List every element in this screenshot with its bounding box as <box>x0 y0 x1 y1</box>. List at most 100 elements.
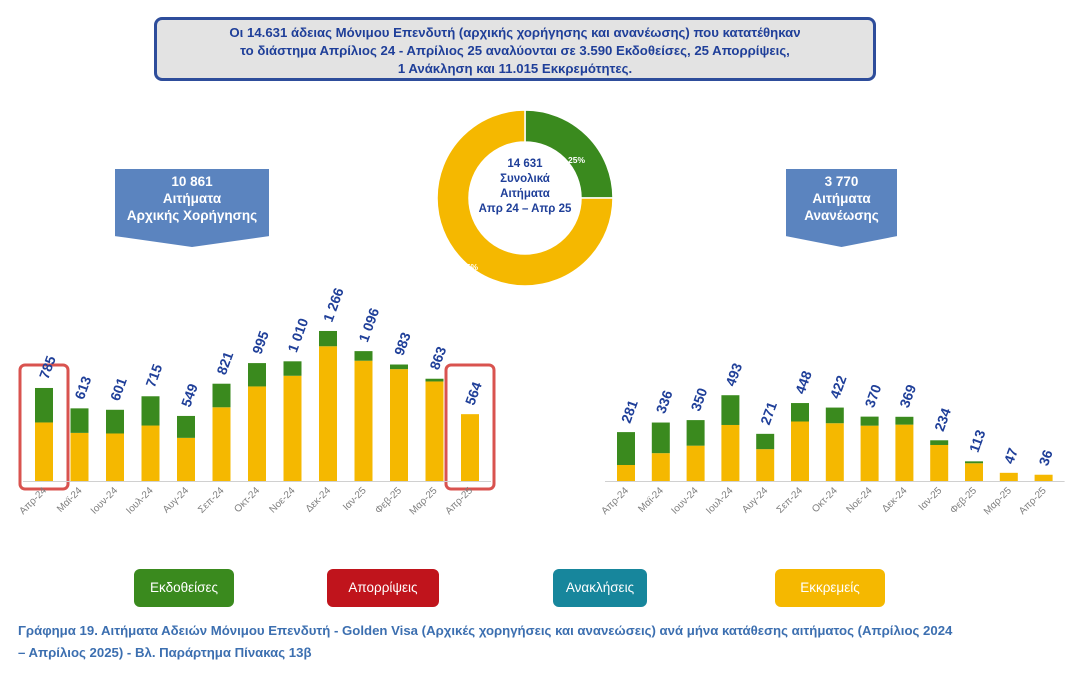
legend-pending: Εκκρεμείς <box>775 569 885 607</box>
headline-line-3: 1 Ανάκληση και 11.015 Εκκρεμότητες. <box>397 61 633 76</box>
initial-category-label: Οκτ-24 <box>232 485 262 515</box>
renewal-bar-pending <box>1034 474 1053 481</box>
renewal-bar-pending <box>895 424 914 481</box>
initial-bar-pending <box>425 381 444 481</box>
initial-bar-issued <box>354 351 373 361</box>
initial-bar-issued <box>70 408 89 433</box>
initial-category-label: Μαρ-25 <box>408 485 440 517</box>
renewal-bar-pending <box>686 445 705 481</box>
initial-category-label: Φεβ-25 <box>373 485 404 516</box>
donut-total-line-2: Συνολικά <box>500 173 550 185</box>
renewal-bar-pending <box>617 464 635 481</box>
donut-total-value: 14 631 <box>507 158 543 170</box>
initial-bar-pending <box>106 433 124 481</box>
headline-line-2: το διάστημα Απρίλιος 24 - Απρίλιος 25 αν… <box>240 43 790 58</box>
initial-bar-pending <box>177 437 195 481</box>
initial-total-label: 821 <box>213 349 236 377</box>
renewal-total-label: 271 <box>757 399 780 427</box>
initial-bar-pending <box>390 369 408 481</box>
initial-total-label: 1 266 <box>320 285 347 324</box>
renewal-category-label: Ιαν-25 <box>917 485 945 513</box>
renewal-requests-value: 3 770 <box>824 174 859 189</box>
initial-bar-issued <box>283 361 302 376</box>
renewal-category-label: Σεπ-24 <box>775 485 806 516</box>
initial-bar-pending <box>248 386 266 481</box>
renewal-bar-issued <box>965 461 983 464</box>
renewal-total-label: 370 <box>861 382 884 410</box>
renewal-total-label: 47 <box>1001 446 1021 466</box>
renewal-bar-pending <box>860 425 879 481</box>
renewal-category-label: Δεκ-24 <box>880 485 910 515</box>
initial-total-label: 715 <box>142 362 165 390</box>
renewal-bar-issued <box>721 395 740 425</box>
initial-total-label: 613 <box>71 374 94 402</box>
renewal-category-label: Οκτ-24 <box>810 485 840 515</box>
donut-issued-percent: 25% <box>568 155 586 165</box>
renewal-bar-issued <box>825 407 844 424</box>
renewal-requests-callout: 3 770 Αιτήματα Ανανέωσης <box>786 169 897 247</box>
initial-bar-pending <box>141 425 160 481</box>
renewal-bar-pending <box>791 421 809 481</box>
donut-pending-percent: 75% <box>461 262 479 272</box>
initial-requests-line-2: Αρχικής Χορήγησης <box>126 208 258 223</box>
donut-center-label: 14 631 Συνολικά Αιτήματα Απρ 24 – Απρ 25 <box>470 157 580 217</box>
renewal-category-label: Απρ-25 <box>1017 485 1049 517</box>
renewal-category-label: Ιουλ-24 <box>704 485 736 517</box>
renewal-total-label: 350 <box>687 386 710 414</box>
initial-category-label: Σεπ-24 <box>196 485 227 516</box>
initial-total-label: 983 <box>391 330 414 358</box>
initial-category-label: Ιαν-25 <box>341 485 369 513</box>
initial-total-label: 995 <box>249 328 272 356</box>
initial-total-label: 549 <box>178 381 201 409</box>
initial-requests-callout: 10 861 Αιτήματα Αρχικής Χορήγησης <box>115 169 269 247</box>
initial-bar-issued <box>248 363 266 387</box>
initial-bar-issued <box>319 330 337 347</box>
initial-category-label: Νοε-24 <box>267 485 297 515</box>
renewal-requests-line-1: Αιτήματα <box>812 191 871 206</box>
initial-requests-value: 10 861 <box>171 174 213 189</box>
initial-bar-issued <box>212 383 231 408</box>
renewal-bar-issued <box>860 416 879 426</box>
initial-requests-line-1: Αιτήματα <box>162 191 222 206</box>
renewal-bar-pending <box>999 472 1018 481</box>
initial-total-label: 601 <box>107 375 130 403</box>
initial-bar-issued <box>106 409 124 434</box>
highlight-box <box>18 363 70 491</box>
renewal-bar-issued <box>791 403 809 422</box>
donut-slice <box>436 109 614 287</box>
renewal-category-label: Μαϊ-24 <box>636 485 666 515</box>
initial-bar-pending <box>70 432 89 481</box>
renewal-total-label: 422 <box>827 373 850 401</box>
renewal-total-label: 281 <box>618 398 641 426</box>
initial-bar-pending <box>319 346 337 481</box>
headline-line-1: Οι 14.631 άδειας Μόνιμου Επενδυτή (αρχικ… <box>229 25 801 40</box>
legend-rejected: Απορρίψεις <box>327 569 439 607</box>
donut-total-line-3: Αιτήματα <box>500 188 550 200</box>
initial-total-label: 1 096 <box>355 306 382 345</box>
renewal-bar-issued <box>651 422 670 454</box>
renewal-total-label: 36 <box>1035 447 1055 467</box>
caption-line-1: Γράφημα 19. Αιτήματα Αδειών Μόνιμου Επεν… <box>18 623 953 638</box>
renewal-category-label: Μαρ-25 <box>982 485 1014 517</box>
initial-bar-issued <box>177 415 195 438</box>
initial-category-label: Δεκ-24 <box>304 485 334 515</box>
initial-total-label: 1 010 <box>284 316 311 355</box>
caption-line-2: – Απρίλιος 2025) - Βλ. Παράρτημα Πίνακας… <box>18 645 312 660</box>
initial-total-label: 564 <box>462 380 485 408</box>
initial-bar-issued <box>425 378 444 382</box>
figure-caption: Γράφημα 19. Αιτήματα Αδειών Μόνιμου Επεν… <box>18 620 1068 664</box>
initial-category-label: Ιουλ-24 <box>124 485 156 517</box>
initial-bar-issued <box>390 364 408 370</box>
renewal-bar-issued <box>617 432 635 465</box>
renewal-bar-issued <box>756 433 775 450</box>
initial-bar-pending <box>283 375 302 481</box>
renewal-category-label: Αυγ-24 <box>740 485 770 515</box>
renewal-bar-pending <box>930 444 949 481</box>
renewal-bar-issued <box>686 420 705 446</box>
initial-total-label: 863 <box>426 344 449 372</box>
renewal-total-label: 336 <box>653 388 676 416</box>
initial-category-label: Ιουν-24 <box>89 485 121 517</box>
initial-bar-issued <box>141 396 160 426</box>
initial-bar-pending <box>35 422 53 481</box>
